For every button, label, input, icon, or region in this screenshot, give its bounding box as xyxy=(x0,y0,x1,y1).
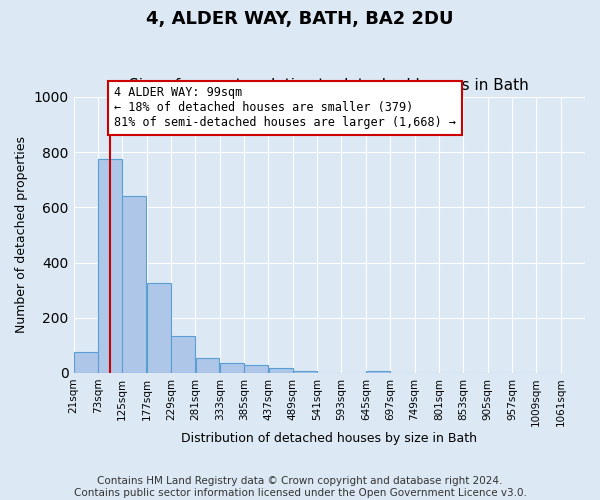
Bar xyxy=(74,352,98,373)
Bar xyxy=(122,196,146,373)
Bar xyxy=(98,159,122,373)
Text: Contains HM Land Registry data © Crown copyright and database right 2024.
Contai: Contains HM Land Registry data © Crown c… xyxy=(74,476,526,498)
Y-axis label: Number of detached properties: Number of detached properties xyxy=(15,136,28,334)
Bar xyxy=(366,371,390,373)
Bar xyxy=(244,364,268,373)
Text: 4 ALDER WAY: 99sqm
← 18% of detached houses are smaller (379)
81% of semi-detach: 4 ALDER WAY: 99sqm ← 18% of detached hou… xyxy=(114,86,456,130)
Text: 4, ALDER WAY, BATH, BA2 2DU: 4, ALDER WAY, BATH, BA2 2DU xyxy=(146,10,454,28)
Bar xyxy=(220,364,244,373)
Bar xyxy=(196,358,220,373)
Bar xyxy=(293,371,317,373)
Bar xyxy=(269,368,293,373)
Title: Size of property relative to detached houses in Bath: Size of property relative to detached ho… xyxy=(130,78,529,93)
X-axis label: Distribution of detached houses by size in Bath: Distribution of detached houses by size … xyxy=(181,432,477,445)
Bar xyxy=(171,336,195,373)
Bar xyxy=(147,284,171,373)
